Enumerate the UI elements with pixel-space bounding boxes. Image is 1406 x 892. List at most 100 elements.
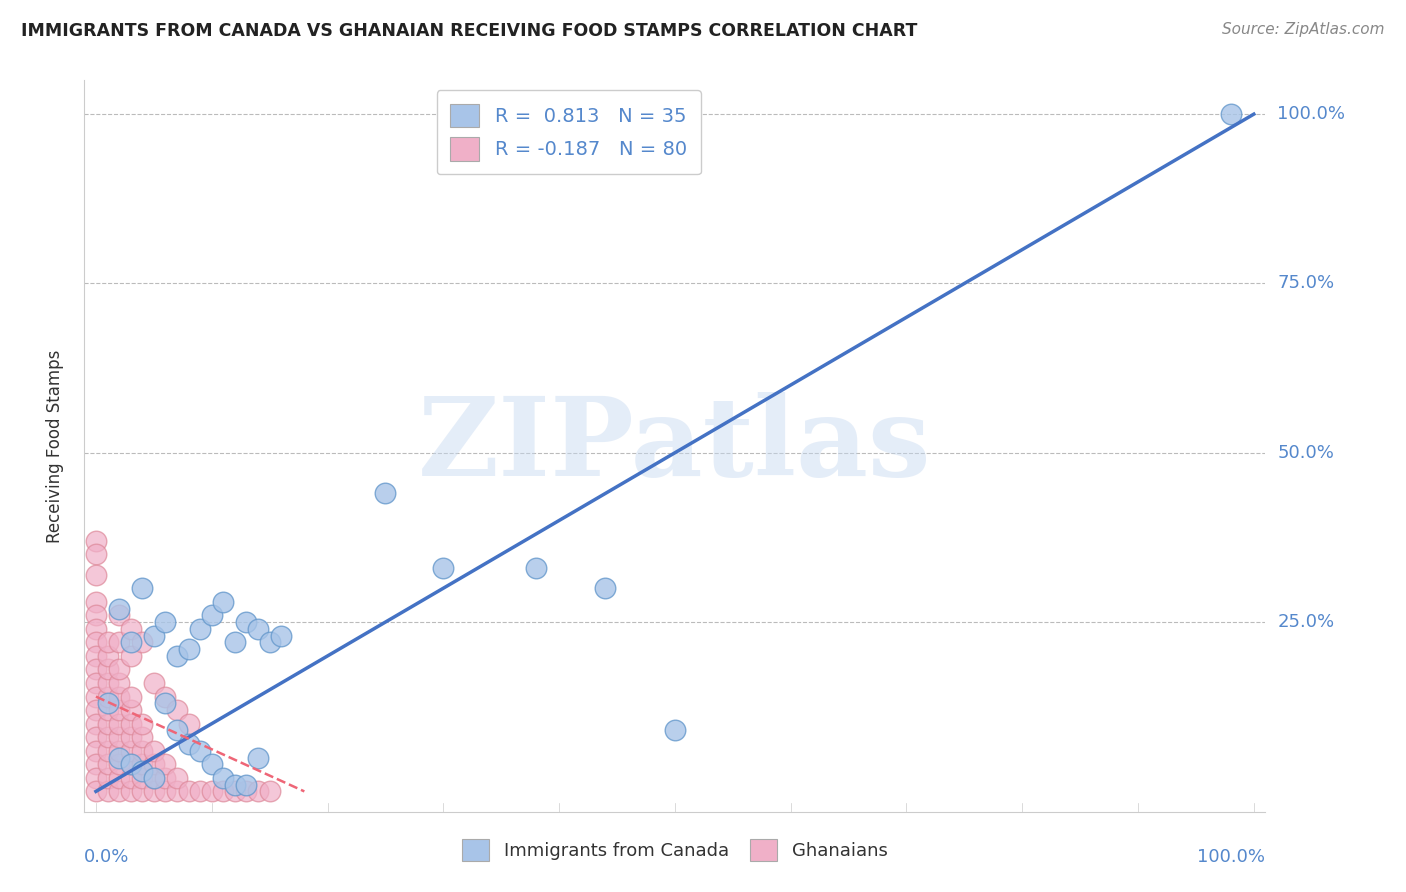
Point: [108, 690, 131, 704]
Point: [84, 757, 107, 772]
Point: [120, 716, 142, 731]
Point: [120, 744, 142, 758]
Legend: Immigrants from Canada, Ghanaians: Immigrants from Canada, Ghanaians: [454, 832, 896, 869]
Point: [212, 771, 235, 785]
Point: [120, 635, 142, 649]
Point: [131, 784, 153, 798]
Point: [188, 622, 211, 636]
Point: [120, 784, 142, 798]
Point: [142, 784, 165, 798]
Point: [142, 771, 165, 785]
Point: [166, 648, 188, 663]
Point: [96, 648, 118, 663]
Point: [96, 784, 118, 798]
Point: [108, 703, 131, 717]
Point: [108, 635, 131, 649]
Point: [201, 784, 224, 798]
Point: [96, 663, 118, 677]
Point: [108, 757, 131, 772]
Y-axis label: Receiving Food Stamps: Receiving Food Stamps: [45, 350, 63, 542]
Point: [131, 730, 153, 744]
Point: [224, 778, 246, 792]
Point: [177, 642, 200, 657]
Point: [96, 757, 118, 772]
Point: [155, 757, 177, 772]
Point: [142, 629, 165, 643]
Point: [84, 663, 107, 677]
Point: [1219, 107, 1241, 121]
Point: [155, 784, 177, 798]
Point: [120, 703, 142, 717]
Point: [259, 635, 281, 649]
Point: [96, 730, 118, 744]
Point: [259, 784, 281, 798]
Point: [108, 608, 131, 623]
Text: 0.0%: 0.0%: [84, 848, 129, 866]
Text: ZIPatlas: ZIPatlas: [418, 392, 932, 500]
Point: [235, 784, 257, 798]
Point: [108, 784, 131, 798]
Point: [212, 595, 235, 609]
Point: [96, 703, 118, 717]
Text: 50.0%: 50.0%: [1277, 444, 1334, 462]
Point: [96, 716, 118, 731]
Point: [155, 771, 177, 785]
Point: [131, 581, 153, 595]
Point: [108, 716, 131, 731]
Point: [120, 648, 142, 663]
Text: 100.0%: 100.0%: [1198, 848, 1265, 866]
Point: [142, 771, 165, 785]
Point: [224, 784, 246, 798]
Point: [84, 648, 107, 663]
Point: [84, 676, 107, 690]
Point: [664, 723, 686, 738]
Point: [96, 690, 118, 704]
Point: [84, 622, 107, 636]
Point: [247, 784, 270, 798]
Point: [131, 764, 153, 778]
Point: [131, 716, 153, 731]
Point: [96, 635, 118, 649]
Text: 25.0%: 25.0%: [1277, 613, 1334, 631]
Point: [120, 730, 142, 744]
Point: [595, 581, 617, 595]
Point: [177, 784, 200, 798]
Point: [374, 486, 396, 500]
Point: [120, 757, 142, 772]
Point: [84, 547, 107, 561]
Point: [201, 608, 224, 623]
Point: [120, 757, 142, 772]
Point: [432, 561, 454, 575]
Point: [131, 757, 153, 772]
Point: [224, 635, 246, 649]
Point: [120, 622, 142, 636]
Point: [84, 595, 107, 609]
Point: [84, 608, 107, 623]
Point: [270, 629, 292, 643]
Point: [108, 750, 131, 764]
Point: [188, 784, 211, 798]
Point: [155, 697, 177, 711]
Point: [96, 771, 118, 785]
Text: Source: ZipAtlas.com: Source: ZipAtlas.com: [1222, 22, 1385, 37]
Text: 75.0%: 75.0%: [1277, 275, 1334, 293]
Point: [84, 635, 107, 649]
Point: [166, 771, 188, 785]
Point: [84, 533, 107, 548]
Point: [524, 561, 547, 575]
Point: [96, 744, 118, 758]
Point: [84, 771, 107, 785]
Text: IMMIGRANTS FROM CANADA VS GHANAIAN RECEIVING FOOD STAMPS CORRELATION CHART: IMMIGRANTS FROM CANADA VS GHANAIAN RECEI…: [21, 22, 918, 40]
Point: [96, 676, 118, 690]
Point: [84, 567, 107, 582]
Point: [247, 622, 270, 636]
Point: [166, 703, 188, 717]
Point: [84, 716, 107, 731]
Point: [166, 723, 188, 738]
Point: [84, 690, 107, 704]
Point: [142, 676, 165, 690]
Point: [108, 771, 131, 785]
Point: [120, 690, 142, 704]
Point: [166, 784, 188, 798]
Point: [84, 784, 107, 798]
